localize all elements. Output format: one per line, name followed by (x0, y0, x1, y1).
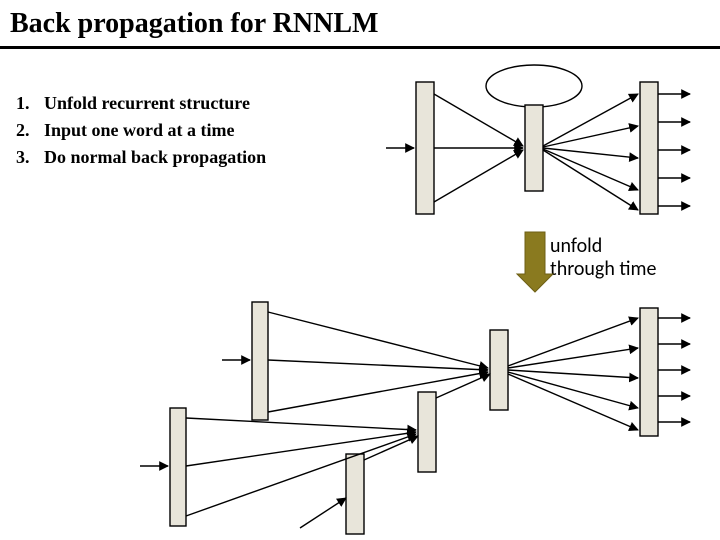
bottom-prev-to-h2 (300, 498, 346, 528)
bottom-h1-to-h0 (436, 374, 490, 398)
top-hidden-to-out-3 (543, 149, 638, 190)
bottom-in-t-to-hidden-2 (268, 372, 488, 412)
bottom-input-t-box (252, 302, 268, 420)
unfold-arrow-icon (517, 232, 553, 292)
top-hidden-to-out-4 (543, 150, 638, 210)
bottom-h2-to-h1 (364, 436, 418, 460)
bottom-output-box (640, 308, 658, 436)
bottom-in-t-to-hidden-0 (268, 312, 488, 368)
top-hidden-to-out-2 (543, 148, 638, 158)
bottom-hidden-t2-box (346, 454, 364, 534)
top-hidden-to-out-0 (543, 94, 638, 146)
bottom-hidden-to-out-1 (508, 348, 638, 368)
recurrent-loop-ellipse (486, 65, 582, 107)
bottom-in-t-to-hidden-1 (268, 360, 488, 370)
rnn-diagram (0, 0, 720, 540)
bottom-hidden-t1-box (418, 392, 436, 472)
bottom-in-t1-to-hidden-2 (186, 434, 416, 516)
bottom-in-t1-to-hidden-1 (186, 432, 416, 466)
bottom-input-t1-box (170, 408, 186, 526)
bottom-in-t1-to-hidden-0 (186, 418, 416, 430)
top-in-to-hidden-2 (434, 150, 523, 202)
bottom-hidden-to-out-0 (508, 318, 638, 366)
top-hidden-box (525, 105, 543, 191)
top-in-to-hidden-0 (434, 94, 523, 146)
bottom-hidden-t-box (490, 330, 508, 410)
top-hidden-to-out-1 (543, 126, 638, 147)
top-output-box (640, 82, 658, 214)
top-input-box (416, 82, 434, 214)
